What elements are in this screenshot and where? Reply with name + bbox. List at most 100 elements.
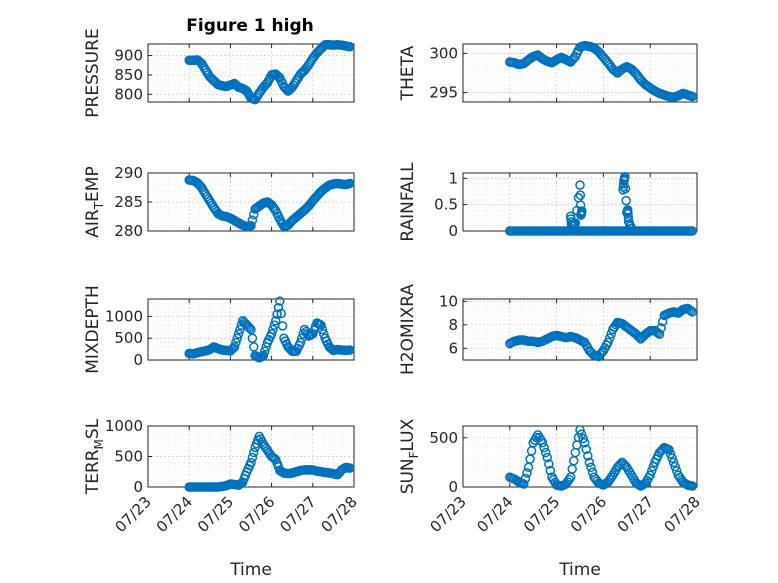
data-point xyxy=(345,178,355,189)
data-point xyxy=(269,453,280,464)
y-label-main: AIR xyxy=(83,209,103,238)
data-point xyxy=(564,474,574,485)
data-point xyxy=(268,324,278,335)
subplot-6: 6 8 10 H2OMIXRA xyxy=(398,284,698,375)
data-point xyxy=(667,453,677,463)
data-point xyxy=(686,305,696,316)
data-point xyxy=(232,333,243,343)
data-point xyxy=(542,452,552,463)
data-point xyxy=(258,350,269,361)
y-tick-label: 500 xyxy=(114,329,143,347)
data-point xyxy=(687,307,698,317)
data-point xyxy=(611,66,621,77)
y-label-sub: F xyxy=(407,451,421,458)
y-tick-label: 280 xyxy=(114,222,143,240)
data-point xyxy=(295,337,306,348)
data-point xyxy=(248,342,259,352)
data-point xyxy=(592,45,602,56)
y-label-main: SUN xyxy=(398,458,418,494)
y-tick-label: 1000 xyxy=(105,417,143,435)
x-axis-label: Time xyxy=(229,560,272,580)
data-point xyxy=(577,206,587,216)
data-point xyxy=(544,459,554,469)
y-tick-label: 0.5 xyxy=(434,196,458,214)
y-tick-label: 10 xyxy=(439,292,458,310)
data-point xyxy=(664,444,674,455)
data-point xyxy=(247,333,258,343)
data-point xyxy=(316,320,326,330)
data-point xyxy=(623,212,634,223)
y-label-rest: EMP xyxy=(83,166,103,202)
y-tick-label: 0 xyxy=(133,478,143,496)
data-point xyxy=(575,180,585,190)
data-point xyxy=(576,429,587,439)
data-point xyxy=(621,195,631,206)
data-point xyxy=(269,204,280,214)
data-point xyxy=(687,226,698,236)
data-point xyxy=(656,323,666,333)
data-point xyxy=(345,345,355,355)
data-point xyxy=(236,320,247,330)
y-tick-label: 285 xyxy=(114,193,143,211)
data-point xyxy=(345,41,355,52)
y-tick-label: 500 xyxy=(114,448,143,466)
data-point xyxy=(235,324,245,335)
y-axis-label: TERRMSL xyxy=(83,418,106,495)
data-point xyxy=(247,215,258,225)
y-tick-label: 300 xyxy=(429,44,458,62)
data-point xyxy=(570,218,581,228)
data-point xyxy=(270,316,281,326)
data-point xyxy=(345,463,355,473)
data-point xyxy=(569,53,579,64)
y-tick-label: 800 xyxy=(114,85,143,103)
data-point xyxy=(276,308,286,319)
y-axis-label: AIRTEMP xyxy=(83,166,106,237)
data-point xyxy=(645,470,655,480)
y-tick-label: 0 xyxy=(133,351,143,369)
figure-title: Figure 1 high xyxy=(186,16,314,36)
data-point xyxy=(522,468,532,478)
data-point xyxy=(687,91,698,102)
data-point xyxy=(247,452,258,463)
y-tick-label: 6 xyxy=(448,339,458,357)
y-label-rest: LUX xyxy=(398,418,418,451)
data-point xyxy=(246,457,256,468)
subplot-4: 0 0.5 1 RAINFALL xyxy=(398,162,698,242)
data-point xyxy=(246,324,256,335)
y-tick-label: 1 xyxy=(448,169,458,187)
y-label-main: TERR xyxy=(83,449,103,495)
y-axis-label: SUNFLUX xyxy=(398,418,421,494)
data-point xyxy=(273,302,284,313)
data-point xyxy=(277,321,288,331)
data-point xyxy=(227,344,237,355)
data-point xyxy=(668,457,679,468)
y-axis-label: MIXDEPTH xyxy=(83,285,103,374)
data-point xyxy=(233,329,244,339)
y-tick-label: 1000 xyxy=(105,307,143,325)
data-point xyxy=(597,347,607,358)
y-label-rest: SL xyxy=(83,418,103,439)
data-point xyxy=(246,221,256,231)
subplot-2: 295 300 THETA xyxy=(398,40,698,103)
y-tick-label: 0 xyxy=(448,478,458,496)
data-point xyxy=(626,223,637,234)
data-point xyxy=(653,328,663,338)
y-tick-label: 8 xyxy=(448,316,458,334)
data-point xyxy=(654,329,665,339)
data-point xyxy=(579,437,590,448)
data-point xyxy=(581,444,591,455)
data-point xyxy=(275,296,285,306)
data-point xyxy=(272,309,282,319)
y-tick-label: 295 xyxy=(429,84,458,102)
data-point xyxy=(243,321,254,332)
data-point xyxy=(317,324,328,335)
data-point xyxy=(540,447,551,458)
data-point xyxy=(620,171,630,182)
data-point xyxy=(586,462,596,473)
data-point xyxy=(628,65,638,76)
